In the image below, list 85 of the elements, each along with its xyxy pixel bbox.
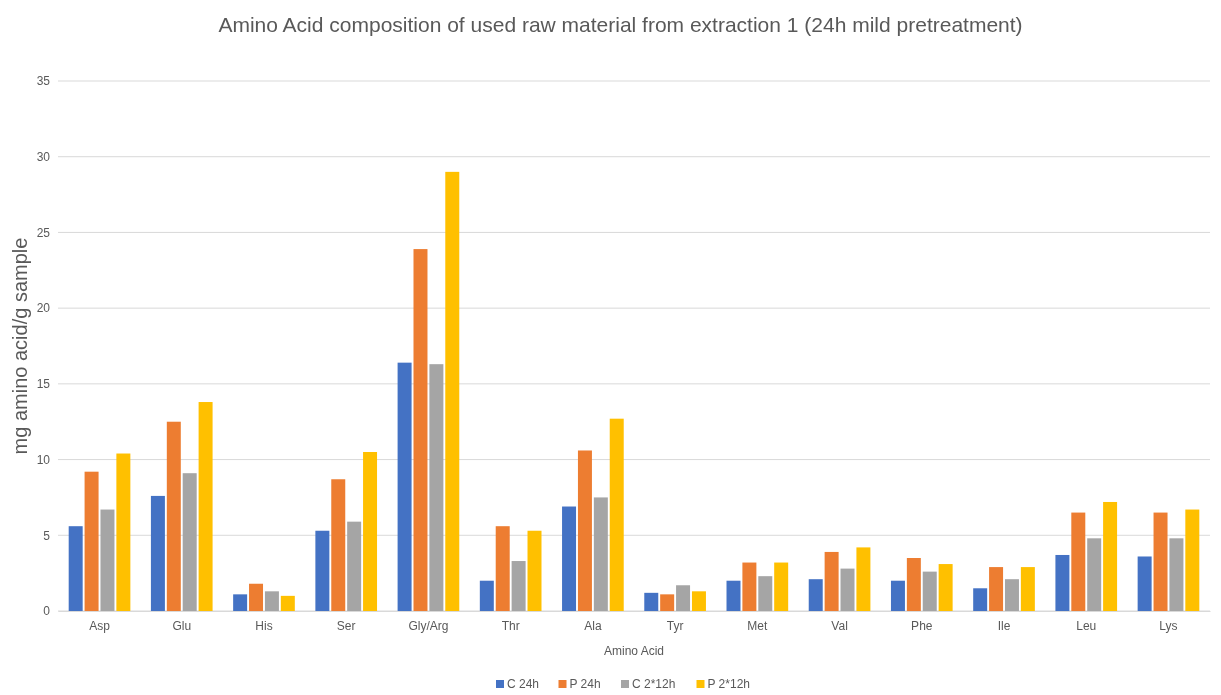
bar [644, 592, 659, 611]
bar [824, 551, 839, 611]
bar [198, 402, 213, 611]
bar [445, 171, 460, 611]
bar [249, 583, 264, 611]
legend-label: C 2*12h [632, 677, 676, 691]
bar [774, 562, 789, 611]
bar [1185, 509, 1200, 611]
bar [397, 362, 412, 611]
bar [429, 364, 444, 611]
y-tick-label: 35 [36, 74, 51, 89]
x-tick-label: Glu [172, 618, 192, 633]
x-tick-label: Phe [911, 618, 933, 633]
bar [1169, 538, 1184, 611]
x-tick-label: Asp [89, 618, 111, 633]
bar [233, 594, 248, 611]
x-tick-label: Ala [584, 618, 602, 633]
bar [726, 580, 741, 611]
bar [742, 562, 757, 611]
bar [182, 473, 197, 611]
bar [676, 585, 691, 611]
x-tick-label: Gly/Arg [408, 618, 449, 633]
bar [906, 558, 921, 611]
bar [116, 453, 131, 611]
x-tick-label: Lys [1159, 618, 1178, 633]
bar [315, 530, 330, 611]
bar [1137, 556, 1152, 611]
bar [938, 564, 953, 611]
bar [495, 526, 510, 611]
bar [264, 591, 279, 611]
bar [347, 521, 362, 611]
bar [150, 495, 165, 611]
bar [1103, 501, 1118, 611]
bar [562, 506, 577, 611]
bar [511, 561, 526, 611]
bar [1020, 567, 1035, 611]
bar [68, 526, 83, 611]
x-axis-title: Amino Acid [603, 644, 665, 658]
y-axis-title: mg amino acid/g sample [9, 237, 31, 455]
bar [280, 595, 295, 611]
x-tick-label: Tyr [666, 618, 684, 633]
y-tick-label: 20 [36, 301, 51, 316]
bar [479, 580, 494, 611]
bar [660, 594, 675, 611]
y-tick-label: 15 [36, 377, 51, 392]
bar [593, 497, 608, 611]
legend-label: P 2*12h [707, 677, 750, 691]
bar [1087, 538, 1102, 611]
x-tick-label: Met [747, 618, 768, 633]
bar [973, 588, 988, 611]
bar [413, 249, 428, 611]
x-tick-label: Thr [501, 618, 520, 633]
chart-title: Amino Acid composition of used raw material from extraction 1 (24h mild pretreatment) [218, 13, 1023, 36]
bar [840, 568, 855, 611]
bar [890, 580, 905, 611]
bar [84, 471, 99, 611]
bar [808, 579, 823, 611]
bar [527, 530, 542, 611]
y-tick-label: 10 [36, 452, 51, 467]
bar [166, 421, 181, 611]
bar [363, 452, 378, 611]
bar [577, 450, 592, 611]
bar [609, 418, 624, 611]
x-tick-label: Val [831, 618, 848, 633]
bar [758, 576, 773, 611]
bar [922, 571, 937, 611]
legend-label: C 24h [507, 677, 540, 691]
bar [331, 479, 346, 611]
bar [989, 567, 1004, 611]
x-tick-label: Ser [336, 618, 356, 633]
x-tick-label: His [255, 618, 273, 633]
legend-label: P 24h [569, 677, 601, 691]
x-tick-label: Ile [997, 618, 1011, 633]
bar [691, 591, 706, 611]
x-tick-label: Leu [1076, 618, 1097, 633]
bar [1004, 579, 1019, 611]
y-tick-label: 5 [43, 528, 51, 543]
bar [1153, 512, 1168, 611]
bar [856, 547, 871, 611]
bar [1055, 554, 1070, 611]
y-tick-label: 0 [43, 604, 51, 619]
bar [1071, 512, 1086, 611]
y-tick-label: 30 [36, 150, 51, 165]
bar [100, 509, 115, 611]
y-tick-label: 25 [36, 225, 51, 240]
